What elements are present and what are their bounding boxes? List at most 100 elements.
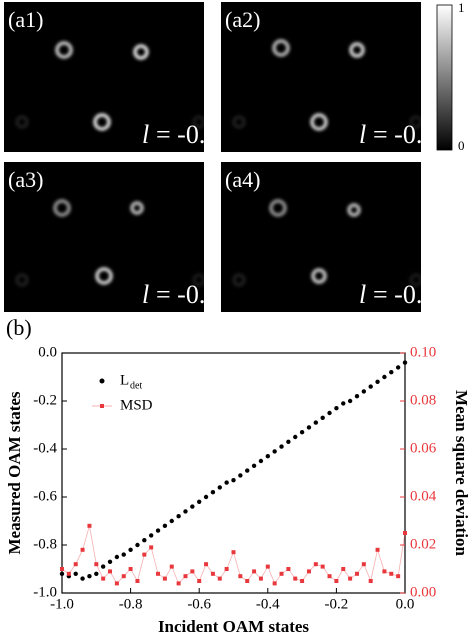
msd-point bbox=[279, 571, 284, 576]
legend-label-sub: det bbox=[130, 380, 142, 391]
ldet-point bbox=[238, 473, 243, 478]
msd-point bbox=[217, 576, 222, 581]
l-value: = -0. bbox=[156, 280, 205, 309]
beam-ring bbox=[55, 41, 73, 59]
msd-point bbox=[313, 562, 318, 567]
image-panel bbox=[4, 162, 204, 312]
l-symbol: l bbox=[359, 280, 366, 309]
x-axis-label: Incident OAM states bbox=[158, 617, 309, 636]
l-value: = -0. bbox=[373, 120, 422, 149]
msd-point bbox=[121, 574, 126, 579]
y2-tick-label: 0.00 bbox=[410, 584, 436, 600]
msd-point bbox=[197, 579, 202, 583]
msd-point bbox=[73, 562, 78, 567]
ldet-point bbox=[299, 430, 305, 435]
msd-point bbox=[293, 576, 298, 581]
msd-point bbox=[66, 571, 71, 576]
ldet-point bbox=[183, 509, 188, 514]
msd-point bbox=[306, 569, 311, 574]
msd-point bbox=[135, 579, 140, 583]
ldet-point bbox=[128, 547, 133, 552]
x-tick-label: 0.0 bbox=[396, 596, 415, 612]
ldet-point bbox=[272, 449, 277, 454]
msd-point bbox=[87, 523, 92, 528]
beam-ring bbox=[133, 44, 149, 60]
ldet-point bbox=[231, 478, 236, 483]
beam-ring bbox=[311, 268, 327, 284]
msd-point bbox=[396, 574, 401, 579]
panel-label: (a3) bbox=[8, 167, 43, 192]
ldet-point bbox=[114, 554, 120, 560]
msd-point bbox=[245, 579, 250, 583]
panel-label: (a2) bbox=[225, 7, 260, 32]
beam-ring bbox=[232, 273, 246, 287]
msd-point bbox=[142, 552, 147, 557]
legend-marker bbox=[99, 378, 105, 384]
msd-point bbox=[60, 567, 64, 571]
y-axis-label: Measured OAM states bbox=[5, 391, 24, 554]
l-value: = -0. bbox=[373, 280, 422, 309]
ldet-point bbox=[142, 538, 147, 543]
msd-point bbox=[348, 576, 353, 581]
msd-point bbox=[190, 569, 195, 574]
y2-tick-label: 0.04 bbox=[410, 488, 437, 504]
y-tick-label: 0.0 bbox=[38, 344, 57, 360]
ldet-point bbox=[107, 559, 113, 564]
msd-point bbox=[231, 550, 236, 555]
beam-ring bbox=[192, 273, 206, 287]
y2-axis-label: Mean square deviation bbox=[452, 390, 471, 556]
ldet-point bbox=[217, 485, 222, 490]
ldet-point bbox=[293, 434, 298, 440]
ldet-point bbox=[121, 552, 126, 557]
x-tick-label: -1.0 bbox=[50, 596, 74, 612]
image-panel bbox=[221, 162, 421, 312]
ldet-point bbox=[382, 374, 387, 380]
beam-ring bbox=[232, 115, 246, 129]
msd-point bbox=[300, 579, 305, 583]
beam-ring bbox=[95, 267, 113, 285]
msd-point bbox=[128, 567, 133, 571]
msd-point bbox=[108, 569, 113, 574]
msd-point bbox=[114, 581, 119, 586]
ldet-point bbox=[87, 574, 92, 579]
ldet-point bbox=[135, 542, 140, 548]
plot-frame bbox=[61, 352, 406, 594]
ldet-point bbox=[341, 401, 346, 406]
msd-point bbox=[252, 569, 257, 574]
msd-point bbox=[272, 581, 277, 586]
msd-point bbox=[368, 579, 373, 583]
msd-point bbox=[183, 574, 188, 579]
ldet-point bbox=[197, 499, 202, 504]
ldet-point bbox=[203, 494, 209, 500]
ldet-point bbox=[313, 420, 319, 425]
beam-ring bbox=[130, 201, 144, 215]
l-symbol: l bbox=[359, 120, 366, 149]
ldet-point bbox=[251, 463, 257, 468]
msd-point bbox=[389, 571, 394, 576]
ldet-point bbox=[162, 523, 168, 528]
ldet-point bbox=[169, 518, 174, 524]
ldet-point bbox=[279, 444, 284, 449]
msd-point bbox=[101, 576, 106, 581]
ldet-point bbox=[402, 360, 408, 365]
msd-point bbox=[156, 571, 161, 576]
ldet-point bbox=[368, 384, 373, 389]
msd-point bbox=[80, 547, 85, 552]
msd-point bbox=[286, 567, 291, 571]
l-value: = -0. bbox=[156, 120, 205, 149]
ldet-point bbox=[395, 365, 401, 370]
y2-tick-label: 0.08 bbox=[410, 392, 436, 408]
beam-ring bbox=[192, 115, 206, 129]
ldet-point bbox=[94, 571, 99, 576]
ldet-point bbox=[258, 458, 264, 464]
panel-label: (a1) bbox=[8, 7, 43, 32]
msd-point bbox=[334, 579, 339, 583]
legend-label: MSD bbox=[120, 397, 153, 413]
y2-tick-label: 0.10 bbox=[410, 344, 436, 360]
ldet-point bbox=[354, 394, 360, 399]
l-symbol: l bbox=[142, 280, 149, 309]
l-symbol: l bbox=[142, 120, 149, 149]
msd-point bbox=[176, 581, 181, 586]
msd-point bbox=[238, 574, 243, 579]
msd-point bbox=[320, 564, 325, 569]
